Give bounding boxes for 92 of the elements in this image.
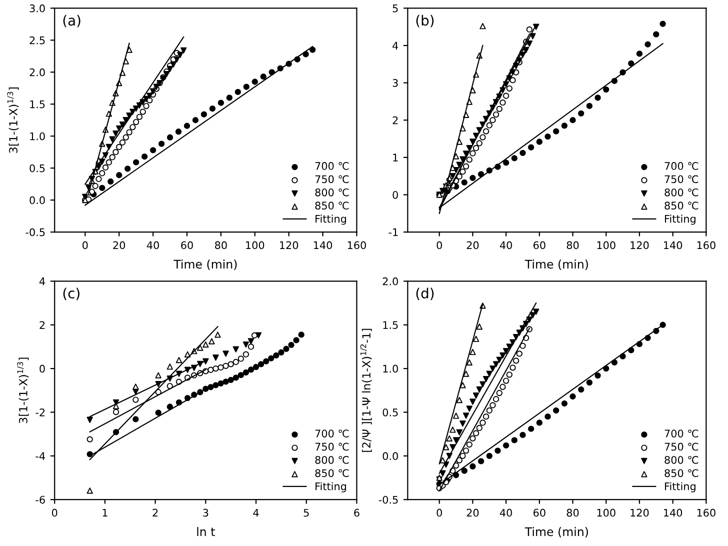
x-tick-label: 80 (215, 241, 227, 250)
y-tick-label: 3 (392, 79, 398, 87)
legend-label: 700 ℃ (315, 430, 349, 438)
legend-label: Fitting (316, 482, 346, 492)
x-axis-title: Time (min) (524, 259, 588, 270)
legend-label: 700 ℃ (664, 430, 698, 438)
x-tick-label: 160 (697, 508, 716, 517)
x-tick-label: 20 (113, 241, 126, 250)
x-tick-label: 120 (630, 241, 649, 250)
y-tick-label: 0 (392, 190, 398, 199)
chart-title: (a) (63, 14, 80, 28)
legend-label: Fitting (316, 214, 346, 225)
y-tick-label: -6 (36, 496, 45, 504)
legend-label: 850 ℃ (664, 202, 698, 210)
x-tick-label: 3 (203, 508, 208, 517)
y-axis-title: 3[1-(1-X)$^{1/3}$] (17, 358, 29, 424)
x-tick-label: 2 (152, 508, 158, 517)
legend-label: 850 ℃ (315, 202, 349, 210)
y-tick-label: 0.0 (382, 452, 398, 460)
legend-label: 800 ℃ (315, 456, 349, 464)
x-tick-label: 60 (181, 241, 193, 250)
y-tick-label: 1.5 (383, 321, 398, 329)
x-tick-label: 140 (664, 241, 682, 250)
legend-label: 750 ℃ (664, 175, 698, 184)
x-tick-label: 0 (436, 508, 442, 517)
x-tick-label: 100 (597, 508, 616, 517)
x-tick-label: 140 (314, 241, 332, 250)
legend-label: 850 ℃ (664, 469, 698, 478)
y-tick-label: 2 (40, 321, 45, 329)
x-axis-title: Time (min) (174, 259, 237, 270)
y-tick-label: 3.0 (30, 4, 45, 12)
y-tick-label: -4 (36, 452, 45, 460)
y-axis-title: [2/Ψ ][1-Ψ ln(1-X)$^{1/2}$-1] (360, 328, 372, 452)
y-tick-label: 2.0 (30, 68, 45, 76)
x-tick-label: 160 (697, 241, 716, 250)
x-tick-label: 20 (466, 508, 479, 517)
y-tick-label: 2.0 (382, 277, 398, 286)
y-tick-label: 1.0 (30, 132, 45, 140)
chart-title: (c) (63, 288, 80, 300)
legend-label: 700 ℃ (664, 162, 698, 170)
x-tick-label: 1 (102, 508, 108, 517)
x-tick-label: 60 (534, 508, 546, 517)
legend-label: Fitting (665, 214, 696, 225)
x-tick-label: 60 (534, 241, 546, 250)
x-tick-label: 120 (280, 241, 298, 250)
x-tick-label: 4 (253, 508, 259, 517)
legend-label: 800 ℃ (315, 188, 349, 196)
y-tick-label: -2 (36, 408, 45, 416)
legend-label: 750 ℃ (315, 175, 349, 184)
y-tick-label: 0.5 (382, 408, 398, 416)
y-tick-label: 2.5 (30, 36, 45, 44)
y-tick-label: 5 (392, 4, 398, 12)
x-tick-label: 40 (500, 508, 512, 517)
x-axis-title: Time (min) (524, 527, 588, 538)
x-tick-label: 100 (246, 241, 264, 250)
y-tick-label: -0.5 (26, 228, 45, 236)
legend-label: Fitting (665, 482, 696, 492)
legend-label: 850 ℃ (315, 469, 349, 478)
legend-label: 800 ℃ (664, 456, 698, 464)
x-tick-label: 80 (566, 241, 579, 250)
x-tick-label: 40 (146, 241, 159, 250)
x-tick-label: 5 (304, 508, 309, 517)
y-tick-label: -1 (388, 228, 398, 236)
legend-label: 800 ℃ (664, 188, 698, 196)
y-axis-title: 3[1-(1-X)$^{1/3}$] (7, 88, 19, 153)
legend-label: 750 ℃ (315, 442, 349, 451)
y-tick-label: -0.5 (378, 496, 398, 504)
legend-label: 750 ℃ (664, 442, 698, 451)
x-tick-label: 6 (354, 508, 360, 517)
y-tick-label: 1.0 (383, 364, 398, 373)
x-tick-label: 120 (630, 508, 649, 517)
x-tick-label: 80 (566, 508, 579, 517)
x-tick-label: 100 (597, 241, 616, 250)
x-axis-title: ln t (197, 527, 215, 536)
x-tick-label: 160 (348, 241, 366, 250)
x-tick-label: 140 (664, 508, 682, 517)
y-tick-label: 2 (392, 116, 398, 124)
y-tick-label: 0.5 (30, 164, 45, 172)
y-tick-label: 4 (392, 42, 398, 50)
y-tick-label: 1.5 (30, 100, 45, 108)
chart-title: (b) (416, 14, 434, 28)
x-tick-label: 0 (82, 241, 88, 250)
x-tick-label: 20 (466, 241, 479, 250)
legend-label: 700 ℃ (315, 162, 349, 170)
x-tick-label: 0 (436, 241, 442, 250)
y-tick-label: 0.0 (30, 196, 45, 204)
x-tick-label: 40 (500, 241, 512, 250)
chart-title: (d) (416, 288, 434, 300)
y-tick-label: 0 (40, 364, 45, 373)
x-tick-label: 0 (52, 508, 58, 517)
y-tick-label: 4 (39, 278, 45, 286)
y-tick-label: 1 (393, 154, 398, 162)
